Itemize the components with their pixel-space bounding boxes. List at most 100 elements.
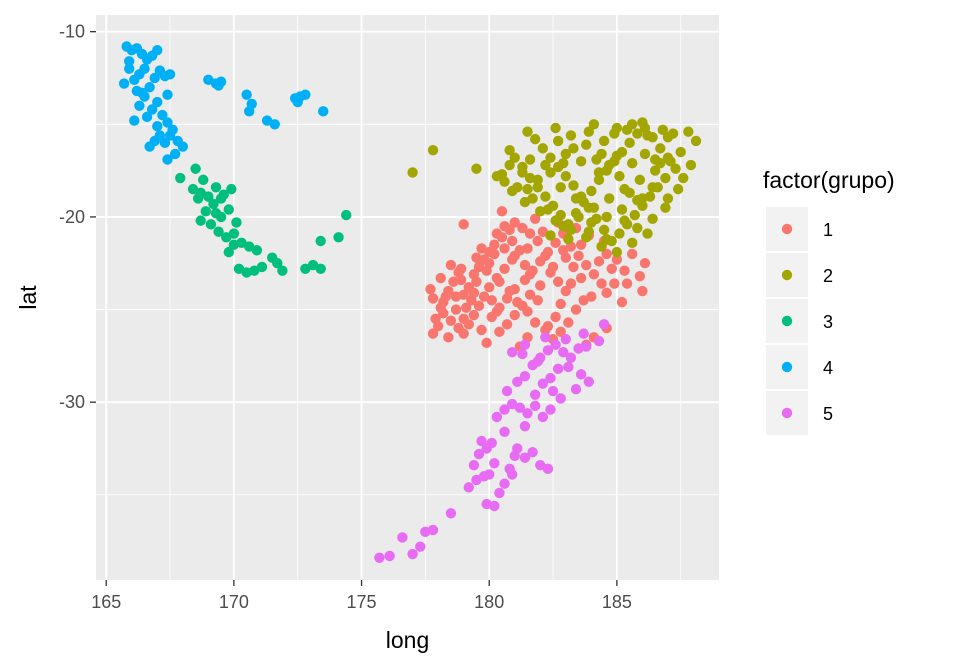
point-group-2 — [637, 117, 648, 128]
point-group-1 — [445, 315, 457, 326]
point-group-1 — [542, 321, 554, 332]
point-group-2 — [540, 159, 551, 171]
point-group-1 — [499, 243, 510, 254]
point-group-1 — [499, 263, 510, 274]
legend-swatch-4 — [781, 361, 793, 373]
point-group-5 — [547, 385, 559, 397]
point-group-5 — [540, 332, 551, 343]
point-group-2 — [626, 237, 638, 249]
point-group-5 — [583, 376, 594, 387]
point-group-2 — [690, 135, 702, 147]
point-group-2 — [565, 224, 577, 236]
point-group-1 — [555, 326, 566, 337]
point-group-1 — [458, 313, 469, 325]
point-group-2 — [524, 154, 536, 165]
point-group-1 — [601, 248, 612, 260]
point-group-4 — [152, 44, 163, 56]
point-group-2 — [588, 202, 600, 213]
point-group-2 — [550, 122, 561, 134]
point-group-3 — [272, 258, 283, 269]
x-axis-title: long — [386, 627, 429, 653]
point-group-2 — [626, 157, 638, 169]
point-group-5 — [558, 346, 569, 358]
x-tick-label: 175 — [347, 592, 377, 612]
point-group-2 — [532, 174, 543, 186]
point-group-4 — [123, 56, 135, 67]
point-group-2 — [632, 195, 643, 206]
point-group-1 — [471, 252, 482, 263]
point-group-1 — [573, 250, 584, 262]
point-group-3 — [215, 193, 227, 204]
point-group-1 — [609, 278, 620, 289]
point-group-3 — [195, 215, 206, 226]
point-group-3 — [256, 261, 268, 273]
point-group-2 — [563, 233, 574, 245]
point-group-5 — [499, 404, 510, 415]
point-group-2 — [552, 135, 564, 147]
point-group-1 — [476, 324, 487, 336]
point-group-5 — [522, 408, 533, 419]
point-group-1 — [453, 322, 464, 334]
point-group-4 — [169, 148, 181, 160]
point-group-1 — [468, 309, 480, 321]
y-tick-label: -20 — [59, 207, 85, 227]
point-group-2 — [588, 119, 600, 130]
point-group-5 — [517, 348, 528, 360]
point-group-4 — [152, 96, 163, 108]
point-group-5 — [501, 385, 513, 397]
point-group-3 — [251, 245, 263, 256]
point-group-5 — [484, 469, 495, 480]
point-group-2 — [540, 191, 551, 202]
point-group-3 — [192, 193, 204, 204]
point-group-1 — [606, 263, 617, 274]
point-group-1 — [601, 287, 612, 299]
point-group-2 — [634, 174, 646, 186]
point-group-2 — [655, 143, 666, 154]
point-group-4 — [152, 120, 163, 132]
point-group-5 — [494, 487, 505, 499]
point-group-4 — [162, 89, 173, 100]
y-axis: -10 -20 -30 — [59, 22, 96, 412]
point-group-5 — [542, 345, 554, 356]
point-group-2 — [601, 233, 612, 245]
point-group-1 — [575, 239, 587, 250]
point-group-5 — [384, 550, 395, 562]
point-group-2 — [545, 167, 556, 178]
legend: factor(grupo) 1 2 3 4 5 — [763, 167, 895, 435]
point-group-2 — [537, 143, 549, 154]
point-group-2 — [573, 211, 584, 223]
point-group-5 — [563, 361, 574, 373]
point-group-4 — [123, 63, 135, 74]
point-group-1 — [455, 274, 467, 286]
point-group-2 — [596, 241, 607, 252]
point-group-4 — [243, 106, 255, 117]
point-group-1 — [621, 278, 633, 289]
point-group-2 — [550, 215, 561, 226]
point-group-5 — [499, 478, 510, 489]
legend-label-1: 1 — [823, 220, 833, 240]
point-group-1 — [499, 220, 510, 232]
point-group-2 — [614, 170, 625, 182]
point-group-1 — [593, 256, 605, 267]
point-group-2 — [427, 145, 439, 156]
point-group-1 — [639, 258, 651, 269]
point-group-2 — [575, 156, 587, 167]
point-group-1 — [435, 272, 446, 284]
point-group-1 — [611, 254, 623, 265]
point-group-1 — [450, 304, 462, 315]
point-group-5 — [542, 463, 554, 475]
point-group-1 — [547, 261, 559, 273]
legend-swatch-3 — [781, 315, 793, 327]
point-group-5 — [499, 426, 510, 438]
point-group-3 — [223, 246, 234, 258]
point-group-1 — [455, 263, 467, 274]
point-group-2 — [570, 193, 582, 204]
point-group-4 — [144, 82, 155, 93]
point-group-5 — [598, 319, 610, 330]
point-group-5 — [519, 452, 531, 463]
point-group-1 — [529, 213, 541, 224]
point-group-5 — [565, 352, 577, 363]
point-group-1 — [555, 298, 566, 310]
point-group-5 — [575, 369, 587, 380]
